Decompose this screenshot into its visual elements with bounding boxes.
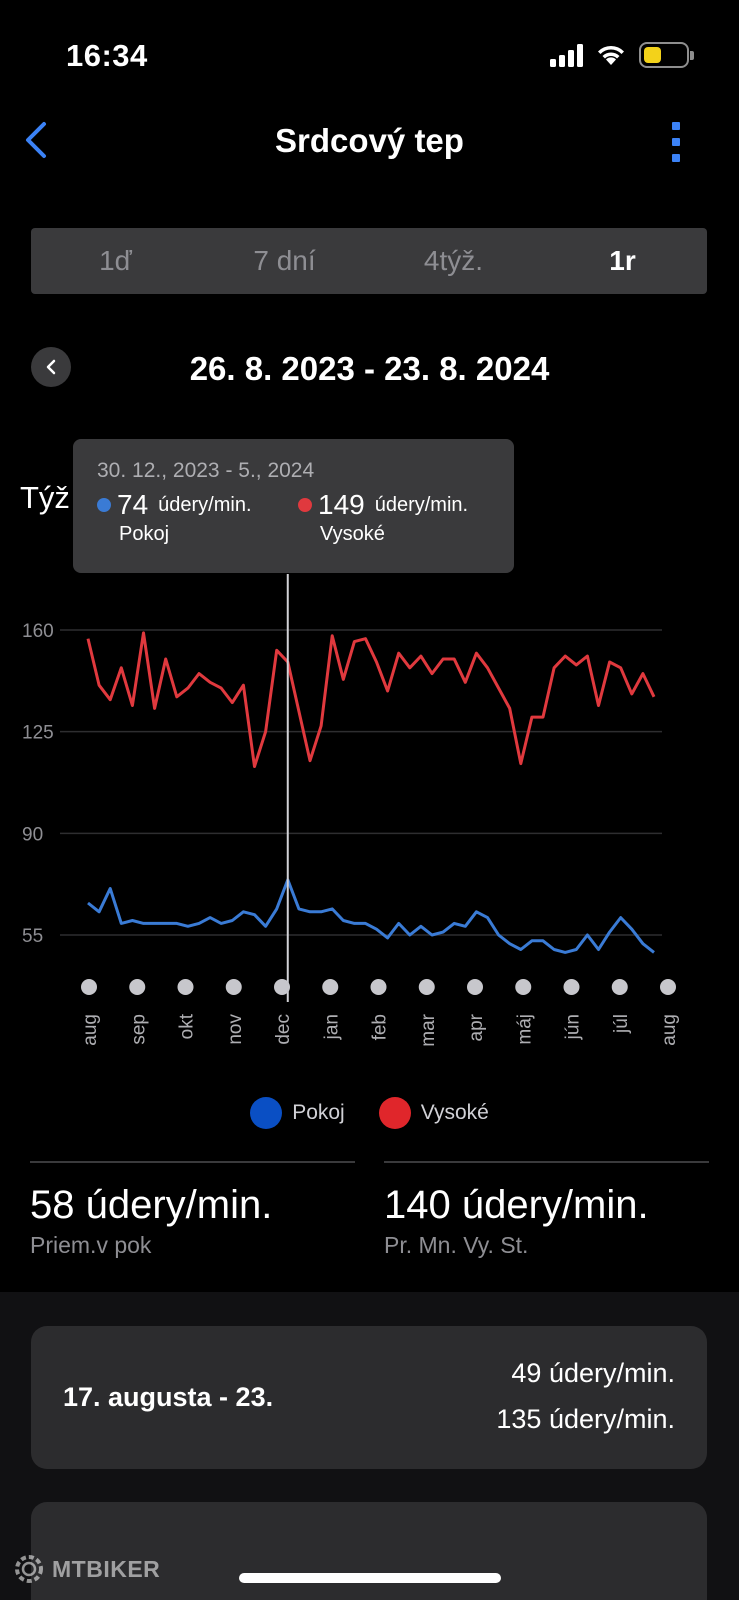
legend-resting-dot-icon	[250, 1097, 283, 1129]
tooltip-high: 149 údery/min. Vysoké	[298, 489, 468, 546]
month-marker	[81, 979, 97, 995]
x-tick-label: mar	[418, 1013, 439, 1046]
previous-range-button[interactable]	[31, 347, 71, 387]
tab-4-weeks[interactable]: 4týž.	[423, 245, 484, 276]
month-marker	[322, 979, 339, 995]
legend-high-dot-icon	[378, 1097, 411, 1129]
avg-high-label: Pr. Mn. Vy. St.	[384, 1232, 529, 1258]
tooltip-date: 30. 12., 2023 - 5., 2024	[97, 459, 315, 482]
month-marker	[611, 979, 628, 995]
x-tick-label: jan	[321, 1014, 342, 1040]
legend-resting-label: Pokoj	[292, 1101, 345, 1124]
avg-resting-label: Priem.v pok	[30, 1232, 152, 1258]
watermark: MTBIKER	[12, 1552, 160, 1586]
legend-item-high[interactable]: Vysoké	[378, 1097, 489, 1129]
y-tick-label: 90	[22, 824, 43, 845]
status-time: 16:34	[66, 38, 148, 73]
chart-tooltip: 30. 12., 2023 - 5., 2024 74 údery/min. P…	[73, 439, 514, 573]
more-vertical-icon	[672, 122, 680, 130]
list-item[interactable]	[31, 1502, 707, 1600]
y-tick-label: 55	[22, 926, 43, 947]
divider	[30, 1161, 355, 1163]
list-item-resting: 49 údery/min.	[511, 1358, 675, 1388]
x-tick-label: feb	[370, 1014, 391, 1040]
x-tick-label: dec	[273, 1014, 294, 1045]
tooltip-high-value: 149	[318, 489, 365, 520]
x-tick-label: sep	[128, 1014, 149, 1045]
x-tick-label: okt	[177, 1013, 198, 1039]
chevron-left-icon	[26, 122, 46, 158]
month-marker	[467, 979, 483, 995]
x-tick-label: júl	[611, 1014, 632, 1034]
month-marker	[177, 979, 194, 995]
resting-dot-icon	[97, 498, 111, 512]
month-marker	[370, 979, 387, 995]
legend-item-resting[interactable]: Pokoj	[250, 1097, 345, 1129]
divider	[384, 1161, 709, 1163]
tooltip-high-unit: údery/min.	[374, 493, 469, 516]
chevron-left-icon	[46, 359, 56, 375]
watermark-text: MTBIKER	[52, 1555, 161, 1582]
y-tick-label: 160	[22, 621, 54, 642]
tooltip-resting-unit: údery/min.	[158, 493, 252, 516]
heart-rate-chart[interactable]: 160 125 90 55 aug sep okt nov dec jan feb mar apr máj…	[0, 560, 739, 1060]
month-marker	[225, 979, 242, 995]
x-tick-label: máj	[514, 1014, 535, 1045]
x-tick-label: aug	[80, 1014, 101, 1046]
date-range-label: 26. 8. 2023 - 23. 8. 2024	[189, 350, 550, 387]
chart-legend: Pokoj Vysoké	[0, 1097, 739, 1129]
tab-1-day[interactable]: 1ď	[99, 245, 132, 276]
weekly-list: 17. augusta - 23. 49 údery/min. 135 úder…	[0, 1292, 739, 1600]
avg-high-value: 140 údery/min.	[384, 1183, 649, 1227]
high-series-line	[86, 631, 656, 768]
month-marker	[129, 979, 146, 995]
more-options-button[interactable]	[669, 122, 683, 162]
tooltip-high-name: Vysoké	[320, 523, 385, 545]
month-marker	[660, 979, 676, 995]
avg-resting-value: 58 údery/min.	[30, 1183, 273, 1227]
battery-icon	[639, 42, 694, 68]
y-tick-label: 125	[22, 723, 54, 744]
status-icons	[550, 42, 694, 68]
tab-1-year[interactable]: 1r	[609, 245, 636, 276]
high-dot-icon	[298, 498, 312, 512]
tab-7-days[interactable]: 7 dní	[253, 245, 316, 276]
tooltip-resting-name: Pokoj	[119, 523, 170, 545]
legend-high-label: Vysoké	[420, 1101, 489, 1124]
month-marker	[515, 979, 532, 995]
x-tick-label: apr	[466, 1013, 487, 1041]
x-tick-label: jún	[563, 1014, 584, 1040]
tooltip-resting-value: 74	[117, 489, 149, 520]
week-label: Týž	[20, 480, 70, 515]
resting-series-line	[87, 878, 655, 954]
month-marker	[274, 979, 290, 995]
x-tick-label: nov	[225, 1014, 246, 1045]
x-tick-label: aug	[659, 1014, 680, 1046]
period-tabs: 1ď 7 dní 4týž. 1r	[31, 228, 707, 294]
cellular-signal-icon	[550, 43, 583, 67]
home-indicator[interactable]	[239, 1573, 501, 1583]
wifi-icon	[598, 45, 624, 65]
list-item-high: 135 údery/min.	[496, 1404, 675, 1434]
month-marker	[563, 979, 580, 995]
page-title: Srdcový tep	[275, 122, 464, 159]
list-item[interactable]: 17. augusta - 23. 49 údery/min. 135 úder…	[31, 1326, 707, 1469]
gear-logo-icon	[15, 1555, 43, 1583]
month-marker	[418, 979, 435, 995]
list-item-title: 17. augusta - 23.	[63, 1382, 274, 1412]
back-button[interactable]	[22, 118, 62, 162]
tooltip-resting: 74 údery/min. Pokoj	[97, 489, 252, 546]
